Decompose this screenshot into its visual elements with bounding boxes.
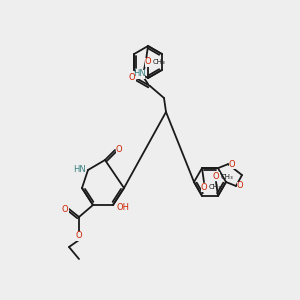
Text: O: O [145,58,151,67]
Bar [136,70,145,79]
Bar [61,205,68,214]
Bar [200,183,208,192]
Text: O: O [229,160,235,169]
Bar [212,172,220,182]
Text: O: O [201,183,207,192]
Text: O: O [62,205,68,214]
Text: CH₃: CH₃ [153,59,166,65]
Bar [236,182,244,190]
Text: O: O [129,74,135,82]
Bar [128,74,136,82]
Text: OH: OH [116,203,130,212]
Text: CH₃: CH₃ [221,174,234,180]
Bar [229,160,236,169]
Bar [145,58,152,67]
Bar [76,232,82,241]
Text: O: O [213,172,219,182]
Text: O: O [116,145,122,154]
Text: HN: HN [134,70,146,79]
Text: HN: HN [74,166,86,175]
Bar [76,166,85,175]
Text: CH₃: CH₃ [209,184,222,190]
Text: O: O [76,232,82,241]
Text: O: O [237,182,243,190]
Bar [116,145,122,154]
Bar [118,203,127,212]
